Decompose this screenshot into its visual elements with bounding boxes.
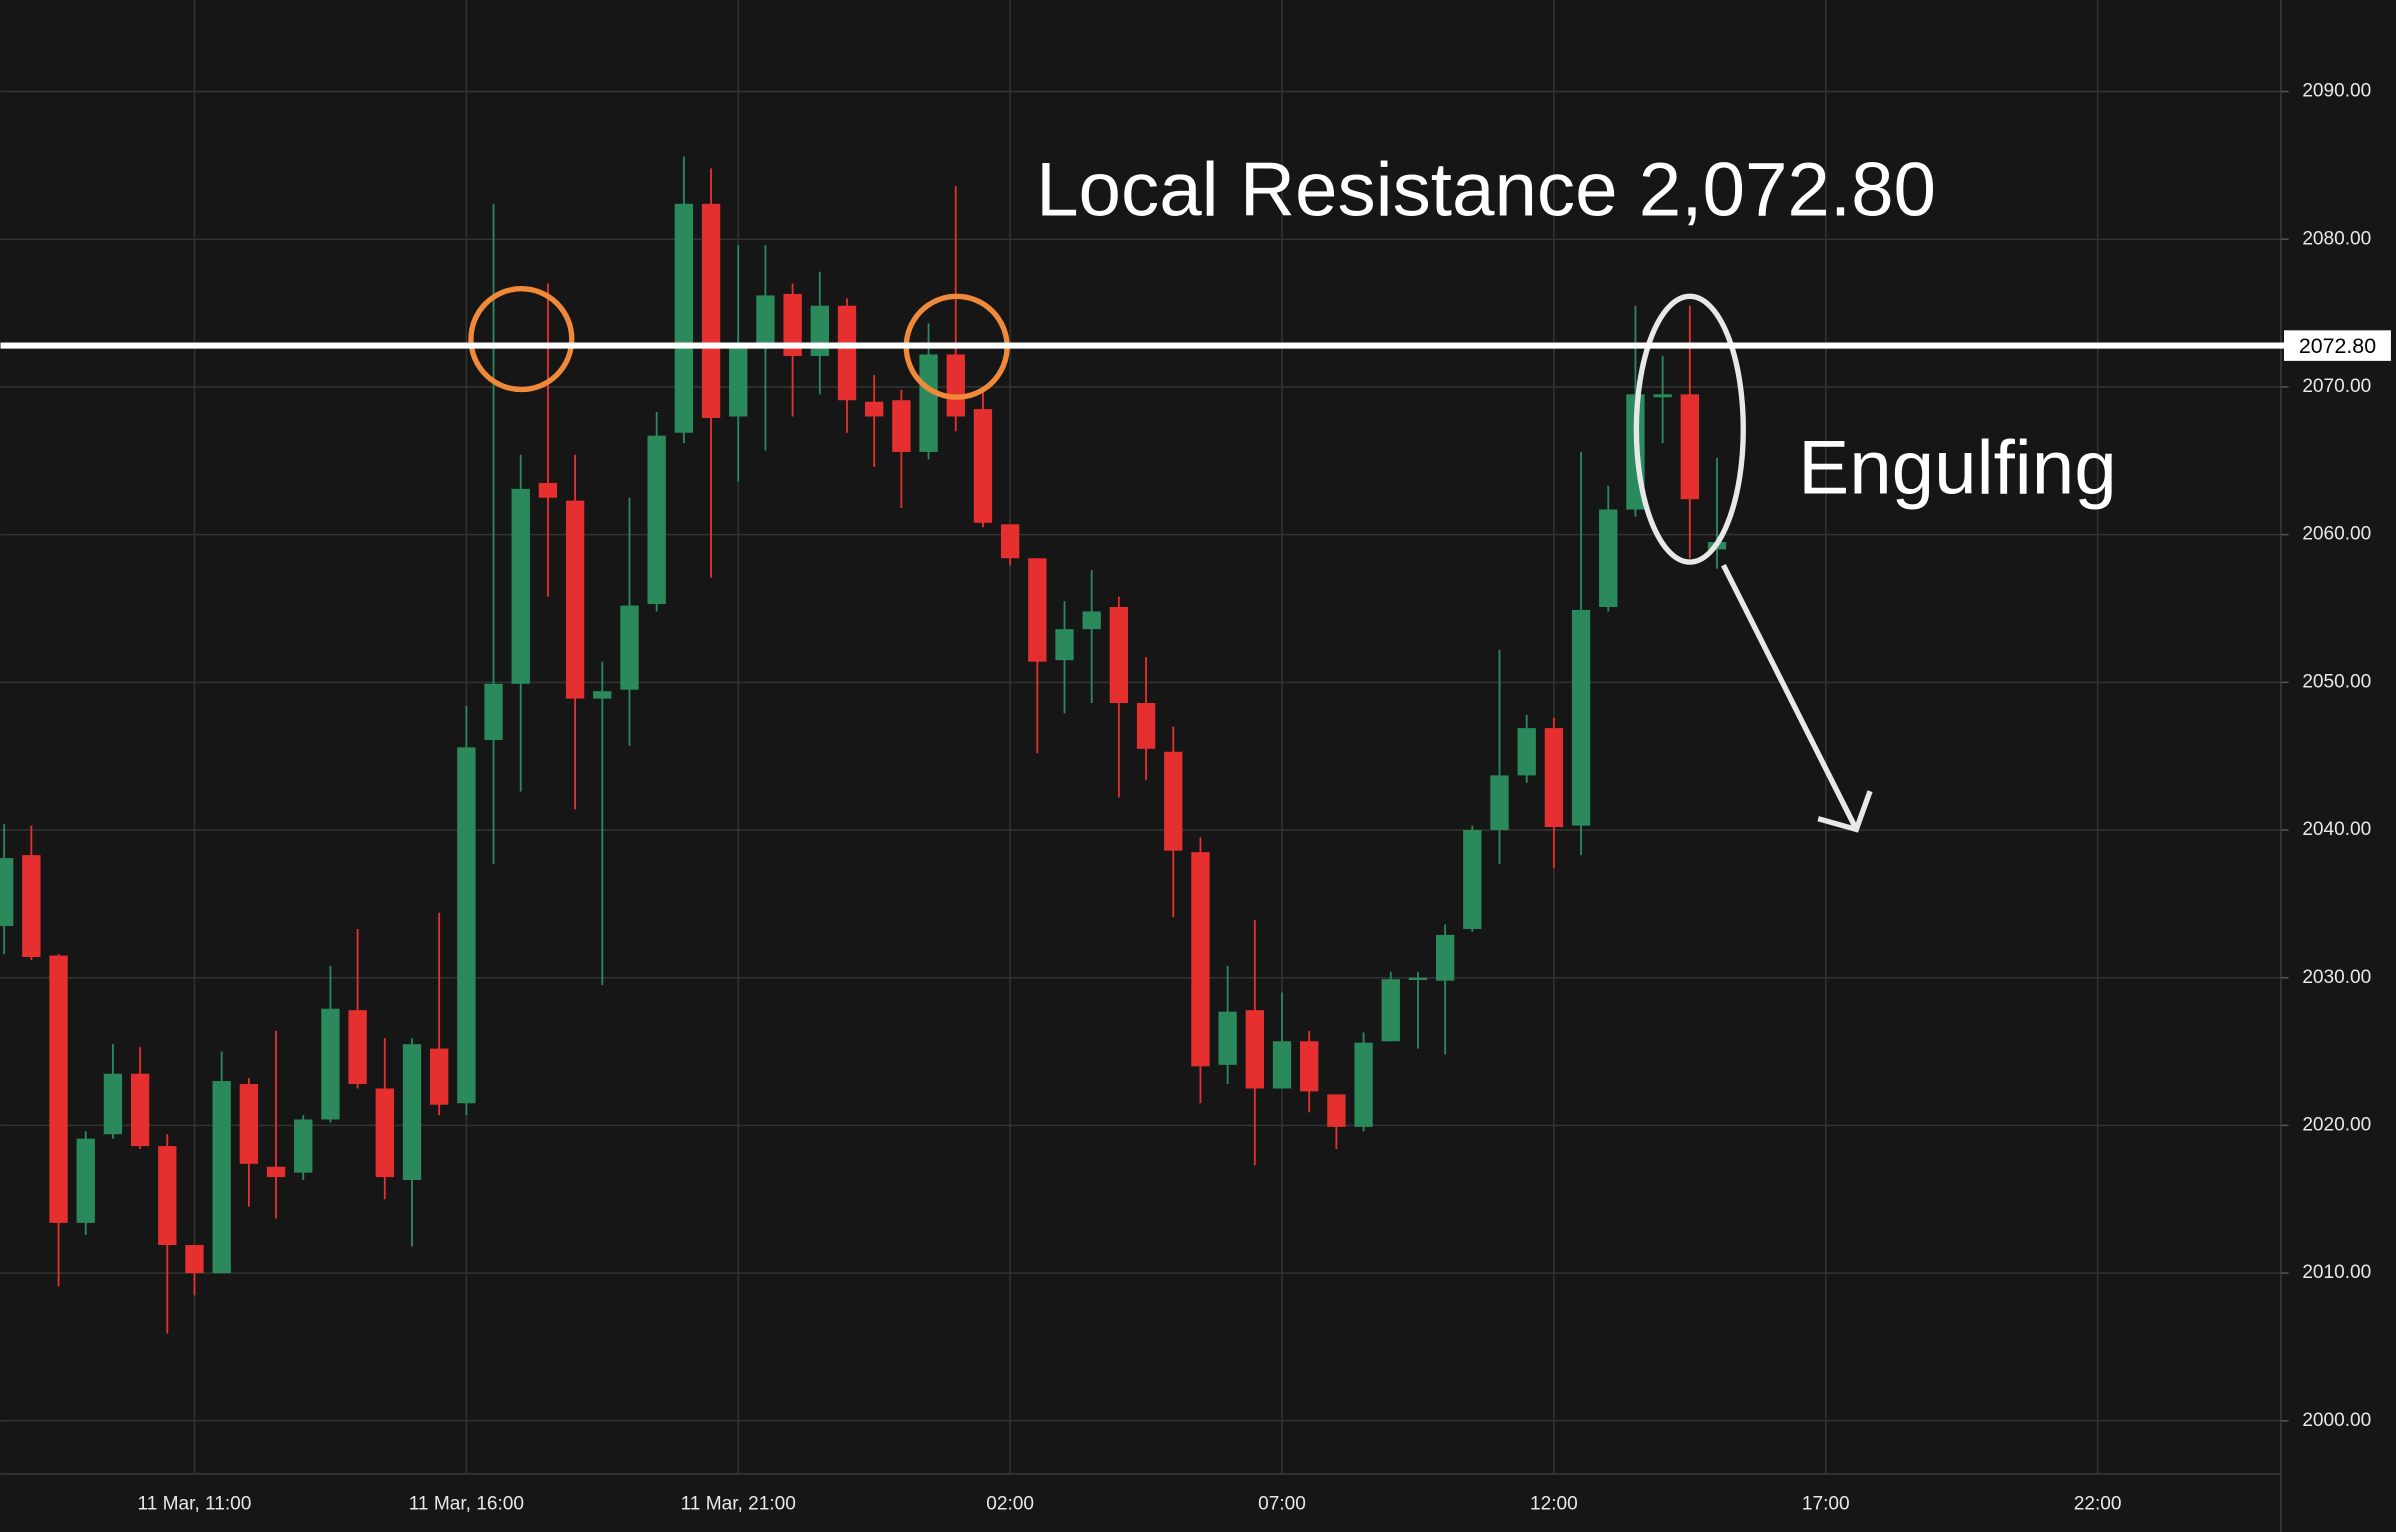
candle-body [1354,1042,1373,1127]
x-tick-label: 22:00 [2074,1494,2122,1515]
candle-body [919,354,938,452]
candle-body [103,1073,123,1135]
x-tick-label: 11 Mar, 16:00 [409,1494,524,1515]
candle-body [1490,775,1509,831]
candle-body [158,1146,177,1246]
candle-body [647,435,666,605]
candle-body [756,295,775,349]
candle-body [430,1048,449,1105]
candle-body [1000,524,1020,559]
candle-body [185,1245,204,1274]
x-tick-label: 11 Mar, 21:00 [681,1494,796,1515]
candle-body [457,747,476,1104]
candle-body [1544,728,1564,828]
resistance-label-box [2283,330,2391,361]
candle-body [1055,629,1074,661]
axes: 2000.00 2010.00 2020.00 2030.00 2040.00 2050.… [138,81,2391,1515]
overlay: Local Resistance 2,072.80 Engulfing [0,148,2284,833]
highlight-circle [468,286,575,393]
candle-body [593,691,612,699]
candle-body [1408,977,1428,981]
candle-body [375,1088,394,1178]
arrow-head [1817,790,1873,833]
y-tick-label: 2010.00 [2302,1262,2371,1283]
y-tick-label: 2090.00 [2302,81,2371,102]
candle-body [294,1119,313,1173]
annotation: Engulfing [1798,426,2116,511]
candle-body [1218,1011,1237,1065]
candle-body [1435,934,1455,981]
candle-body [1571,609,1591,826]
candle-body [1463,830,1482,929]
y-tick-label: 2000.00 [2302,1410,2371,1431]
candle-body [511,488,530,684]
y-tick-label: 2040.00 [2302,819,2371,840]
candle-body [1381,979,1400,1042]
candle-body [484,683,503,740]
candle-body [565,500,585,699]
candle-body [348,1010,367,1085]
candle-body [1109,607,1129,704]
x-tick-label: 17:00 [1802,1494,1850,1515]
candle-body [1653,394,1672,398]
candle-body [1327,1094,1346,1127]
candle-body [1599,509,1618,608]
candle-body [620,605,639,690]
arrow-shaft [1721,563,1859,831]
candle-body [1028,558,1047,662]
candle-body [1245,1010,1264,1089]
annotation: Local Resistance 2,072.80 [1036,148,1936,233]
candle-body [76,1138,95,1223]
candle-body [973,409,993,523]
candle-body [837,305,857,401]
candle-body [22,855,41,958]
candle-body [402,1044,422,1181]
candle-body [1517,728,1536,776]
candle-body [1680,394,1699,500]
candles [0,156,1727,1334]
y-tick-label: 2070.00 [2302,376,2371,397]
candle-body [783,293,802,356]
highlight-ellipse [1633,293,1746,565]
x-tick-label: 02:00 [986,1494,1034,1515]
candle-body [49,955,68,1223]
resistance-label: 2072.80 [2299,334,2376,358]
candle-body [865,401,884,417]
candle-body [1272,1041,1292,1089]
candle-body [1164,751,1183,851]
x-tick-label: 07:00 [1258,1494,1306,1515]
candle-body [538,482,558,498]
candle-body [321,1008,340,1120]
candle-body [0,858,14,927]
candle-body [239,1084,259,1164]
candle-body [212,1081,231,1274]
y-tick-label: 2080.00 [2302,228,2371,249]
candle-body [1300,1041,1319,1092]
candle-body [674,203,694,433]
x-tick-label: 11 Mar, 11:00 [138,1494,252,1515]
candle-body [729,348,748,417]
y-tick-label: 2060.00 [2302,524,2371,545]
candle-body [1136,703,1156,749]
x-tick-label: 12:00 [1530,1494,1578,1515]
candle-body [130,1073,150,1147]
y-tick-label: 2050.00 [2302,671,2371,692]
candle-body [1082,611,1101,630]
y-tick-label: 2030.00 [2302,967,2371,988]
candle-body [266,1166,286,1178]
candle-body [1191,852,1210,1067]
candle-body [892,400,911,452]
y-tick-label: 2020.00 [2302,1114,2371,1135]
candle-body [701,203,721,418]
candle-body [946,354,965,417]
